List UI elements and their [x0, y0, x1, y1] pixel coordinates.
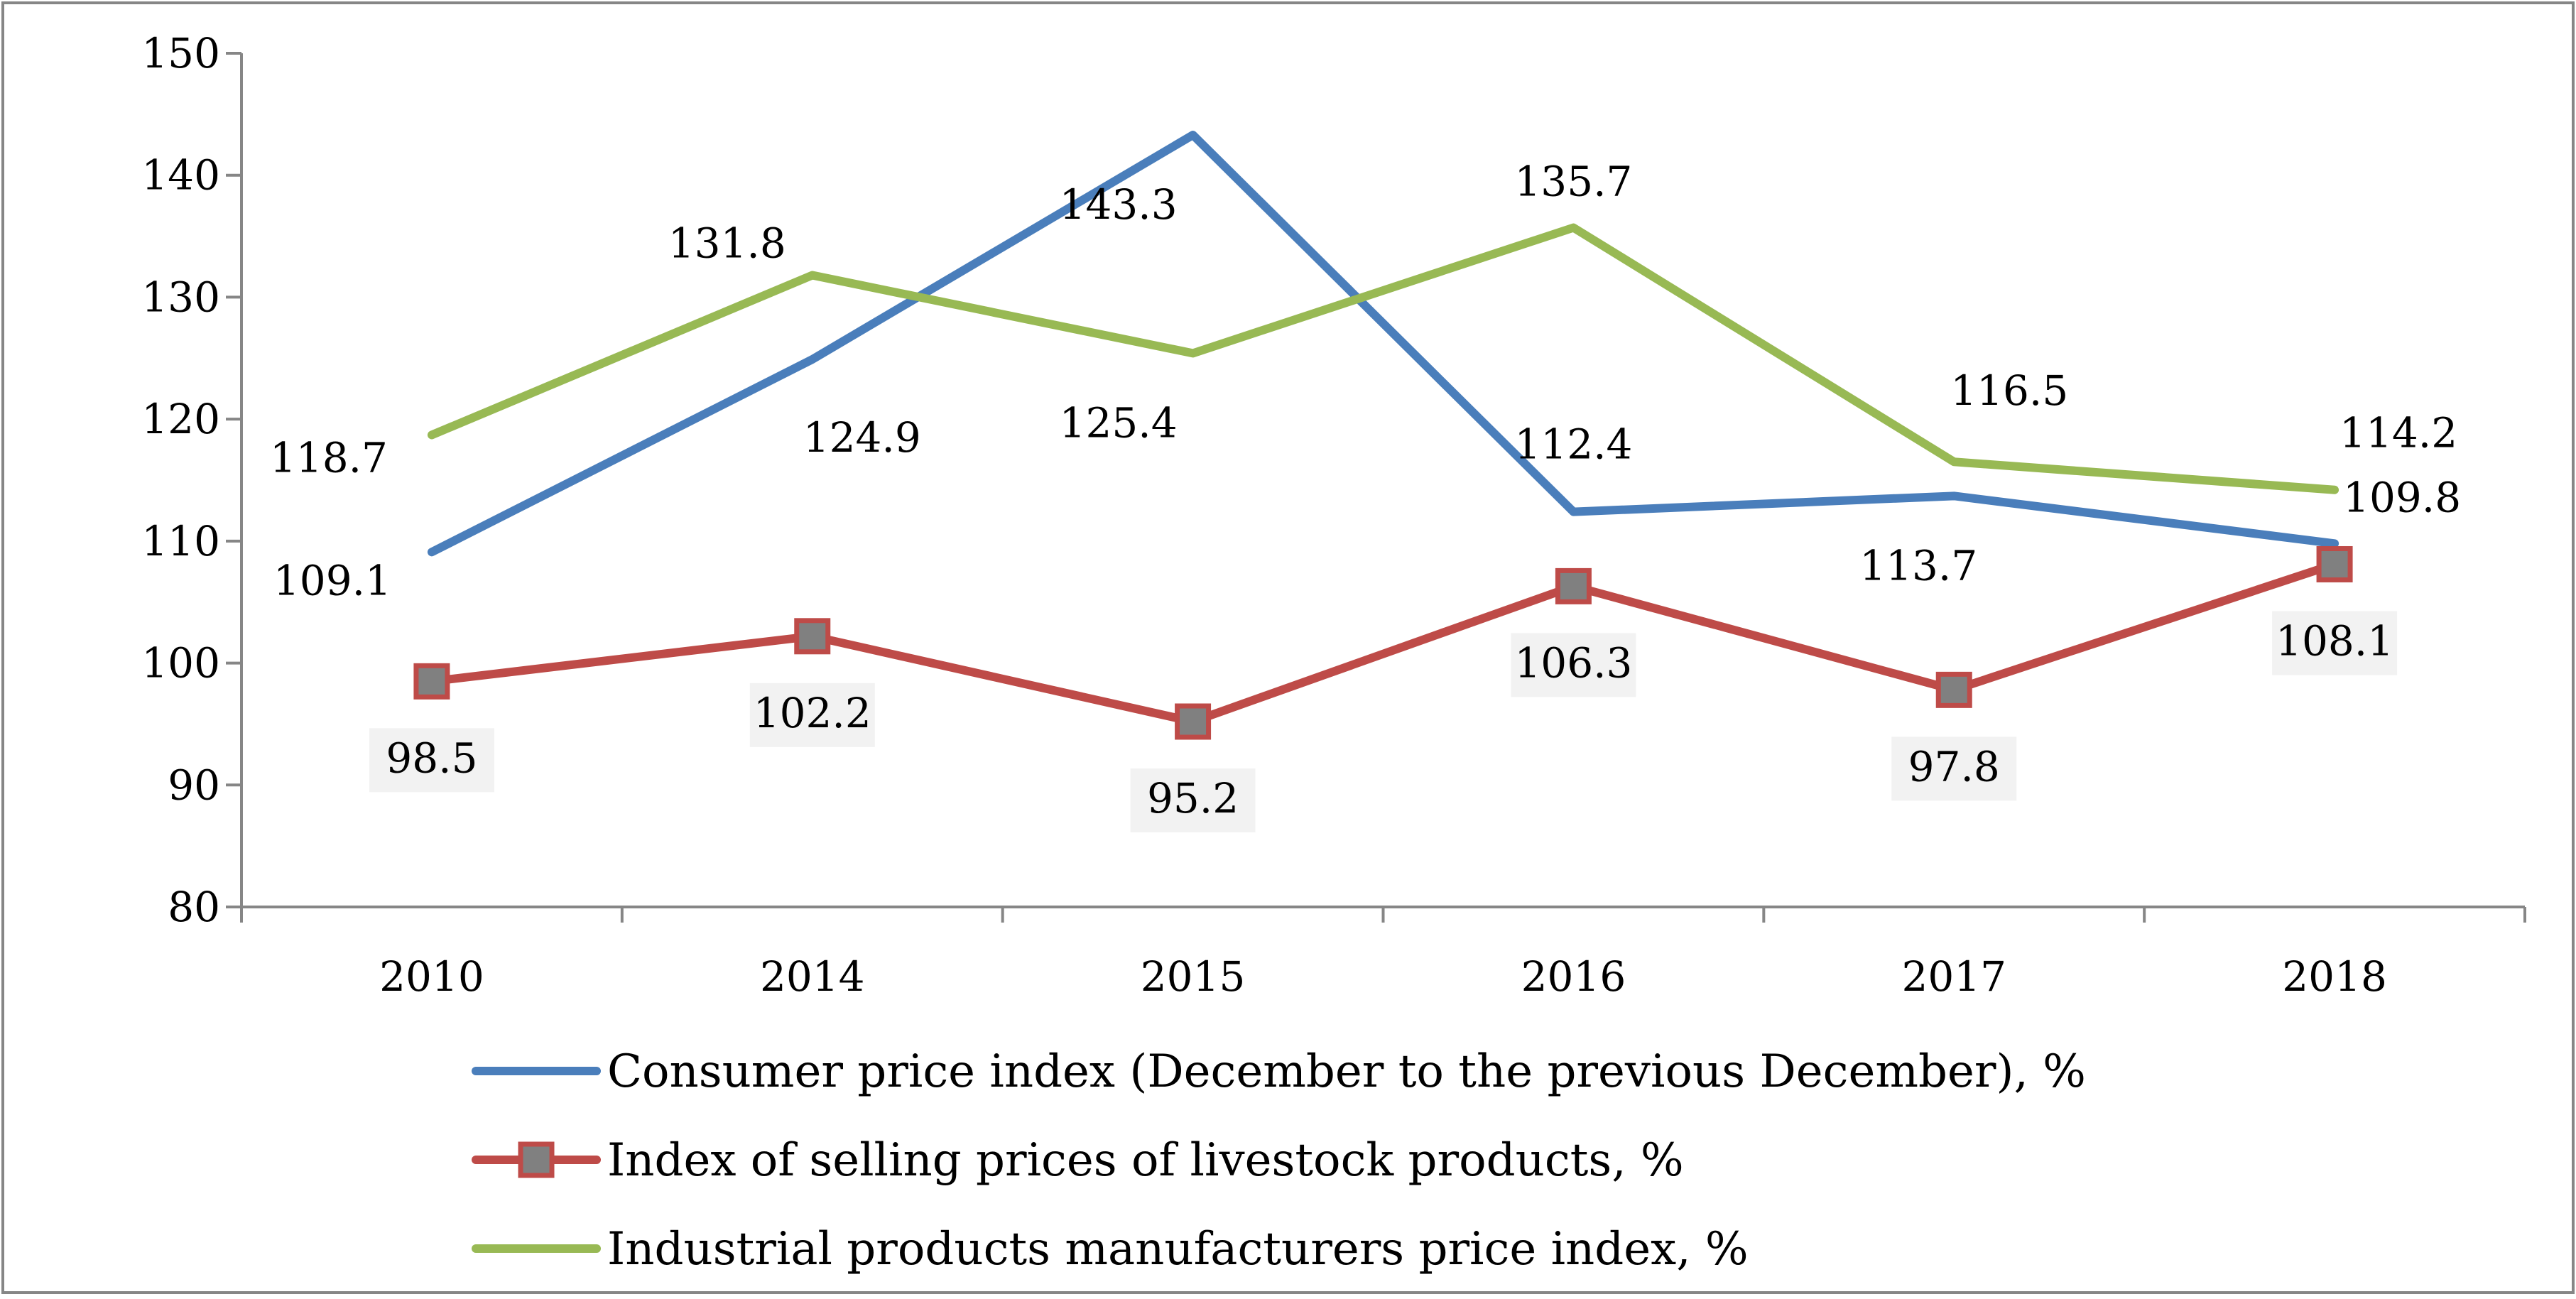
data-label: 109.8 [2343, 473, 2461, 521]
data-label: 97.8 [1908, 742, 2000, 790]
data-label: 112.4 [1514, 420, 1632, 469]
x-tick-label: 2016 [1521, 952, 1626, 1001]
series-marker-2 [413, 663, 450, 700]
series-marker-2 [2316, 545, 2353, 582]
data-label: 113.7 [1859, 541, 1977, 589]
y-tick-label: 120 [141, 395, 220, 443]
data-label: 106.3 [1514, 638, 1632, 687]
series-marker-2 [1935, 671, 1972, 708]
data-label: 102.2 [754, 689, 871, 737]
data-label-background [369, 728, 494, 793]
series-marker-2 [1175, 703, 1212, 740]
legend-marker-2 [518, 1141, 555, 1178]
data-label-background [1511, 633, 1636, 697]
x-tick-label: 2017 [1901, 952, 2006, 1001]
data-label: 109.1 [273, 556, 391, 604]
legend-label: Index of selling prices of livestock pro… [607, 1134, 1684, 1187]
data-label-background [749, 683, 875, 747]
legend: Consumer price index (December to the pr… [472, 1045, 2086, 1276]
x-tick-label: 2010 [379, 952, 484, 1001]
y-tick-label: 130 [141, 273, 220, 321]
series-line-2 [427, 560, 2339, 726]
series-marker-2 [1555, 567, 1592, 604]
y-tick-label: 110 [141, 517, 220, 565]
x-tick-label: 2015 [1141, 952, 1246, 1001]
y-tick-label: 80 [168, 883, 220, 931]
x-tick-label: 2018 [2282, 952, 2387, 1001]
data-label: 98.5 [386, 734, 477, 782]
y-tick-label: 90 [168, 761, 220, 809]
legend-label: Consumer price index (December to the pr… [607, 1045, 2086, 1098]
plot-area [413, 131, 2353, 740]
y-tick-label: 150 [141, 29, 220, 77]
series-line-3 [427, 223, 2339, 494]
y-tick-label: 100 [141, 639, 220, 687]
data-label-background [1130, 768, 1256, 832]
data-label: 143.3 [1060, 180, 1178, 229]
data-label: 131.8 [668, 219, 786, 268]
data-label: 125.4 [1060, 398, 1178, 447]
x-tick-label: 2014 [760, 952, 865, 1001]
series-line-1 [427, 131, 2339, 557]
data-label: 116.5 [1950, 366, 2068, 415]
data-labels: 109.1 124.9 143.3 112.4 113.7 109.8 98.5 102.2 9… [270, 158, 2461, 832]
data-label-background [2272, 611, 2398, 675]
data-label: 135.7 [1514, 158, 1632, 206]
y-tick-label: 140 [141, 151, 220, 200]
data-label-background [1891, 737, 2017, 801]
legend-label: Industrial products manufacturers price … [607, 1223, 1749, 1276]
data-label: 124.9 [803, 413, 921, 462]
series-marker-2 [794, 618, 831, 655]
data-label: 108.1 [2276, 616, 2393, 665]
axes: 80 90 100 110 120 130 140 150 2010 2014 2015 2016 20… [141, 29, 2526, 1001]
data-label: 95.2 [1147, 774, 1239, 822]
data-label: 114.2 [2339, 409, 2457, 457]
data-label: 118.7 [270, 433, 388, 482]
